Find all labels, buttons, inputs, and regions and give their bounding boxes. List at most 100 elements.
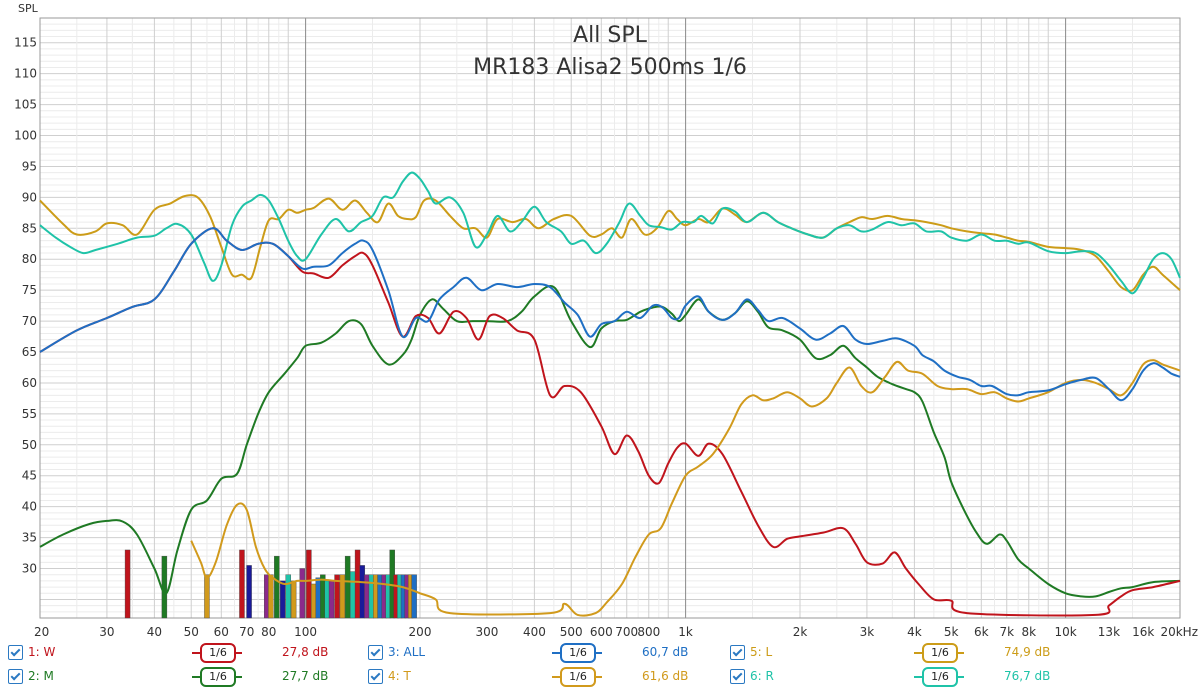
x-tick-label: 60: [214, 625, 229, 639]
impulse-marker: [290, 580, 297, 619]
legend-checkbox[interactable]: [8, 645, 23, 660]
impulse-marker: [204, 574, 210, 619]
y-tick-label: 40: [22, 500, 37, 514]
legend-item-m: 2: M 1/6 27,7 dB: [0, 666, 420, 688]
y-tick-label: 65: [22, 345, 37, 359]
grid: [39, 17, 1181, 619]
y-tick-label: 80: [22, 252, 37, 266]
x-tick-label: 20: [34, 625, 49, 639]
y-tick-label: 90: [22, 190, 37, 204]
impulse-marker: [349, 571, 356, 619]
y-tick-label: 95: [22, 159, 37, 173]
x-tick-label: 20kHz: [1160, 625, 1198, 639]
x-tick-label: 5k: [944, 625, 959, 639]
legend-level: 27,8 dB: [282, 645, 329, 659]
legend-checkbox[interactable]: [730, 669, 745, 684]
legend-name: 4: T: [388, 669, 411, 683]
y-tick-label: 50: [22, 438, 37, 452]
legend-item-t: 4: T 1/6 61,6 dB: [360, 666, 780, 688]
legend-item-all: 3: ALL 1/6 60,7 dB: [360, 642, 780, 664]
y-tick-label: 110: [14, 67, 37, 81]
legend-name: 5: L: [750, 645, 773, 659]
y-tick-label: 115: [14, 36, 37, 50]
legend-item-w: 1: W 1/6 27,8 dB: [0, 642, 420, 664]
legend-smoothing-button[interactable]: 1/6: [922, 643, 958, 663]
x-tick-label: 7k: [999, 625, 1014, 639]
impulse-marker: [334, 574, 340, 619]
impulse-marker: [161, 555, 168, 619]
plot-background: [0, 0, 1200, 640]
legend-checkbox[interactable]: [368, 645, 383, 660]
y-tick-label: 55: [22, 407, 37, 421]
impulse-marker: [299, 568, 305, 619]
x-tick-label: 8k: [1021, 625, 1036, 639]
legend-name: 2: M: [28, 669, 54, 683]
impulse-marker: [359, 565, 366, 619]
legend-name: 6: R: [750, 669, 774, 683]
series-line-all: [39, 227, 1181, 402]
x-tick-label: 600: [590, 625, 613, 639]
legend-smoothing-button[interactable]: 1/6: [560, 643, 596, 663]
x-tick-label: 80: [261, 625, 276, 639]
y-tick-label: 105: [14, 98, 37, 112]
legend-name: 3: ALL: [388, 645, 426, 659]
spl-chart: 30 35 40 45 50 55 60 65 70 75 80 85 90 95 100 105 110 115…: [0, 0, 1200, 640]
x-tick-label: 50: [184, 625, 199, 639]
legend-level: 74,9 dB: [1004, 645, 1051, 659]
y-tick-label: 85: [22, 221, 37, 235]
legend-smoothing-button[interactable]: 1/6: [200, 667, 236, 687]
y-tick-label: 35: [22, 531, 37, 545]
legend-smoothing-button[interactable]: 1/6: [922, 667, 958, 687]
legend-checkbox[interactable]: [8, 669, 23, 684]
impulse-marker: [246, 565, 252, 619]
y-tick-label: 100: [14, 129, 37, 143]
legend-checkbox[interactable]: [368, 669, 383, 684]
impulse-marker: [354, 549, 361, 619]
x-tick-label: 500: [560, 625, 583, 639]
x-tick-label: 400: [523, 625, 546, 639]
x-tick-label: 6k: [974, 625, 989, 639]
x-tick-label: 3k: [860, 625, 875, 639]
series-line-m: [39, 285, 1181, 598]
legend-level: 27,7 dB: [282, 669, 329, 683]
x-tick-label: 800: [637, 625, 660, 639]
series-lines: [39, 171, 1181, 617]
impulse-markers: [124, 549, 417, 619]
y-axis-label: SPL: [18, 2, 39, 15]
impulse-marker: [315, 577, 322, 619]
impulse-marker: [344, 555, 351, 619]
axis-ticks: 30 35 40 45 50 55 60 65 70 75 80 85 90 95 100 105 110 115…: [14, 36, 1198, 639]
plot-frame: [39, 17, 1181, 619]
y-tick-label: 45: [22, 469, 37, 483]
series-line-t: [190, 359, 1181, 617]
chart-subtitle: MR183 Alisa2 500ms 1/6: [473, 55, 747, 80]
x-tick-label: 200: [409, 625, 432, 639]
impulse-marker: [124, 549, 131, 619]
impulse-marker: [239, 549, 245, 619]
impulse-marker: [310, 583, 317, 619]
legend-item-r: 6: R 1/6 76,7 dB: [722, 666, 1142, 688]
impulse-marker: [364, 574, 370, 619]
legend-level: 61,6 dB: [642, 669, 689, 683]
legend-smoothing-button[interactable]: 1/6: [560, 667, 596, 687]
impulse-marker: [306, 549, 312, 619]
legend-smoothing-button[interactable]: 1/6: [200, 643, 236, 663]
x-tick-label: 1k: [678, 625, 693, 639]
x-tick-label: 16k: [1132, 625, 1154, 639]
series-line-r: [39, 171, 1181, 295]
x-tick-label: 40: [147, 625, 162, 639]
impulse-marker: [285, 574, 291, 619]
x-tick-label: 30: [99, 625, 114, 639]
x-tick-label: 10k: [1054, 625, 1076, 639]
impulse-marker: [274, 555, 280, 619]
legend-item-l: 5: L 1/6 74,9 dB: [722, 642, 1142, 664]
impulse-marker: [279, 580, 286, 619]
legend-checkbox[interactable]: [730, 645, 745, 660]
legend: 1: W 1/6 27,8 dB 2: M 1/6 27,7 dB 3: ALL 1/6 60,…: [0, 642, 1200, 690]
chart-title: All SPL: [573, 23, 647, 48]
x-tick-label: 100: [294, 625, 317, 639]
x-tick-label: 300: [475, 625, 498, 639]
x-tick-label: 2k: [793, 625, 808, 639]
y-tick-label: 70: [22, 314, 37, 328]
x-tick-label: 13k: [1098, 625, 1120, 639]
